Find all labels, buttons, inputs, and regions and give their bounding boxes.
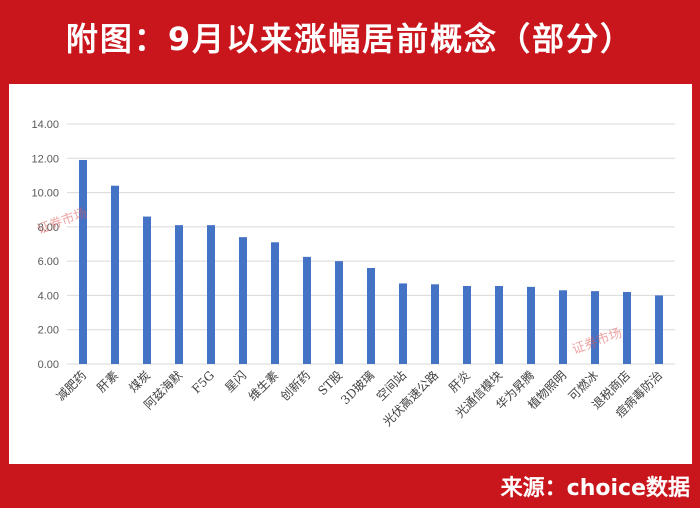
bar [463,286,471,364]
bar-chart: 0.00 2.00 4.00 6.00 8.00 10.00 12.00 14.00 减肥药 肝素… [31,119,675,429]
y-tick-label: 8.00 [38,222,59,234]
bar [431,284,439,364]
footer: 来源：choice数据 [0,464,700,508]
y-tick-label: 0.00 [38,359,59,371]
x-tick-label: 减肥药 [54,368,89,403]
source-label: 来源：choice数据 [500,476,690,501]
x-tick-label: 维生素 [246,368,281,403]
bar [559,290,567,364]
x-tick-label: 3D玻璃 [338,368,377,407]
y-tick-label: 14.00 [31,119,59,131]
bar [335,261,343,364]
bar [79,160,87,364]
y-tick-label: 12.00 [31,153,59,165]
bar [207,225,215,364]
bar [655,295,663,364]
bar [367,268,375,364]
bar [495,286,503,364]
x-tick-label: 星闪 [222,368,249,395]
x-tick-label: 肝炎 [446,368,473,395]
bar [591,291,599,364]
bar [143,216,151,364]
y-tick-label: 10.00 [31,188,59,200]
y-tick-label: 2.00 [38,325,59,337]
bar [271,242,279,364]
x-tick-label: 创新药 [277,368,313,404]
chart-panel: 0.00 2.00 4.00 6.00 8.00 10.00 12.00 14.00 减肥药 肝素… [9,84,692,464]
bar [111,185,119,364]
page-title: 附图：9月以来涨幅居前概念（部分） [65,20,635,58]
x-tick-label: 肝素 [94,368,121,395]
bar [239,237,247,364]
bar [527,286,535,364]
bar [623,292,631,364]
bar [175,225,183,364]
title-bar: 附图：9月以来涨幅居前概念（部分） [0,0,700,74]
bar [399,283,407,364]
y-tick-label: 6.00 [38,256,59,268]
x-tick-label: 煤炭 [126,368,153,395]
bar [303,256,311,364]
y-tick-label: 4.00 [38,290,59,302]
x-tick-label: F5G [189,368,217,396]
